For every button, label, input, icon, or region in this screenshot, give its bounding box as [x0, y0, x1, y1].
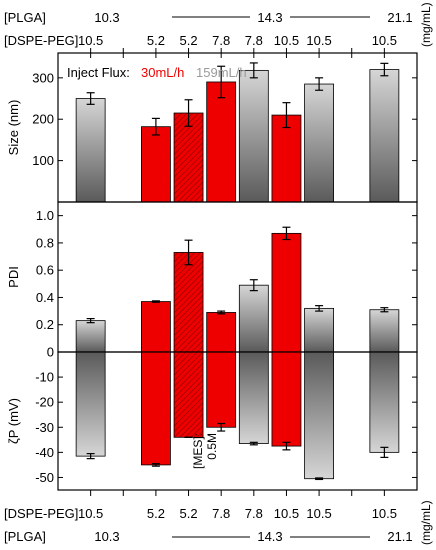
top-dspe-value: 10.5 — [372, 33, 397, 48]
bar — [206, 351, 237, 428]
y-tick-label: 0.8 — [36, 235, 54, 250]
bottom-dspe-label: [DSPE-PEG] — [4, 506, 78, 521]
plot-area: 100 200 300 Size (nm) 0.2 0.4 0.6 0.8 1.0 PDI 0 -10… — [6, 48, 418, 496]
bar — [271, 351, 302, 447]
y-tick-label: 0 — [47, 345, 54, 360]
bar — [75, 320, 106, 353]
top-dspe-value: 10.5 — [274, 33, 299, 48]
top-dspe-value: 10.5 — [78, 33, 103, 48]
bar — [304, 83, 334, 203]
bar — [141, 301, 171, 353]
top-dspe-value: 5.2 — [180, 33, 198, 48]
bar — [173, 112, 204, 203]
bottom-dspe-values: 10.5 5.2 5.2 7.8 7.8 10.5 10.5 10.5 — [78, 506, 397, 521]
bar — [141, 351, 171, 466]
y-tick-label: 0.2 — [36, 317, 54, 332]
panel-frame — [57, 351, 418, 491]
bar — [369, 69, 400, 203]
y-axis-label: Size (nm) — [6, 100, 21, 156]
bottom-plga-value-2: 14.3 — [257, 529, 282, 544]
top-dspe-value: 7.8 — [212, 33, 230, 48]
bar — [206, 81, 237, 203]
bar — [75, 351, 106, 457]
bottom-unit: (mg/mL) — [419, 500, 433, 545]
bar — [304, 307, 334, 353]
y-tick-label: 1.0 — [36, 208, 54, 223]
bar — [173, 351, 204, 438]
mes-annotation-line1: [MES]: — [191, 433, 205, 469]
bar — [271, 114, 302, 203]
mes-annotation: [MES]: 0.5M — [191, 433, 219, 469]
bar — [173, 252, 204, 353]
bottom-dspe-value: 7.8 — [245, 506, 263, 521]
bar — [238, 284, 269, 353]
bar — [369, 351, 400, 453]
top-dspe-values: 10.5 5.2 5.2 7.8 7.8 10.5 10.5 10.5 — [78, 33, 397, 48]
panel-1: 100 200 300 Size (nm) — [6, 52, 418, 203]
bottom-header: [DSPE-PEG] 10.5 5.2 5.2 7.8 7.8 10.5 10.5 10.5 … — [4, 500, 433, 545]
y-tick-label: 200 — [32, 112, 54, 127]
y-tick-label: 0.6 — [36, 263, 54, 278]
y-tick-label: -20 — [35, 395, 54, 410]
bottom-dspe-value: 7.8 — [212, 506, 230, 521]
bottom-dspe-value: 10.5 — [78, 506, 103, 521]
bar — [141, 126, 171, 203]
top-dspe-value: 5.2 — [147, 33, 165, 48]
panel-frame — [57, 201, 418, 353]
top-dspe-label: [DSPE-PEG] — [4, 33, 78, 48]
top-plga-value-3: 21.1 — [387, 10, 412, 25]
bottom-dspe-value: 10.5 — [372, 506, 397, 521]
top-unit: (mg/mL) — [419, 2, 433, 47]
top-plga-label: [PLGA] — [4, 10, 46, 25]
legend-item-gray: 159mL/h — [196, 65, 247, 80]
top-plga-value-1: 10.3 — [94, 10, 119, 25]
y-tick-label: 100 — [32, 153, 54, 168]
bottom-dspe-value: 5.2 — [180, 506, 198, 521]
bar — [304, 351, 334, 480]
y-axis-label: ζP (mV) — [6, 398, 21, 444]
bottom-dspe-value: 5.2 — [147, 506, 165, 521]
bottom-plga-label: [PLGA] — [4, 529, 46, 544]
legend: Inject Flux: 30mL/h 159mL/h — [67, 65, 247, 80]
y-tick-label: 0.4 — [36, 290, 54, 305]
top-plga-value-2: 14.3 — [257, 10, 282, 25]
bottom-plga-value-1: 10.3 — [94, 529, 119, 544]
bottom-dspe-value: 10.5 — [306, 506, 331, 521]
y-tick-label: -30 — [35, 420, 54, 435]
y-tick-label: -40 — [35, 445, 54, 460]
bottom-dspe-value: 10.5 — [274, 506, 299, 521]
top-dspe-value: 7.8 — [245, 33, 263, 48]
panel-2: 0.2 0.4 0.6 0.8 1.0 PDI — [6, 201, 418, 353]
legend-prefix: Inject Flux: — [67, 65, 130, 80]
y-tick-label: 300 — [32, 70, 54, 85]
y-axis-label: PDI — [6, 266, 21, 288]
panel-3: 0 -10 -20 -30 -40 -50 ζP (mV) — [6, 345, 418, 491]
mes-annotation-line2: 0.5M — [205, 433, 219, 460]
top-dspe-value: 10.5 — [306, 33, 331, 48]
top-header: [PLGA] 10.3 14.3 21.1 [DSPE-PEG] 10.5 5.2… — [4, 2, 433, 48]
bottom-plga-value-3: 21.1 — [387, 529, 412, 544]
bar — [369, 309, 400, 353]
legend-item-red: 30mL/h — [141, 65, 184, 80]
bar — [75, 98, 106, 203]
y-tick-label: -50 — [35, 470, 54, 485]
bar — [271, 232, 302, 353]
bar — [238, 351, 269, 444]
y-tick-label: -10 — [35, 370, 54, 385]
bar — [238, 69, 269, 203]
bar — [206, 312, 237, 353]
